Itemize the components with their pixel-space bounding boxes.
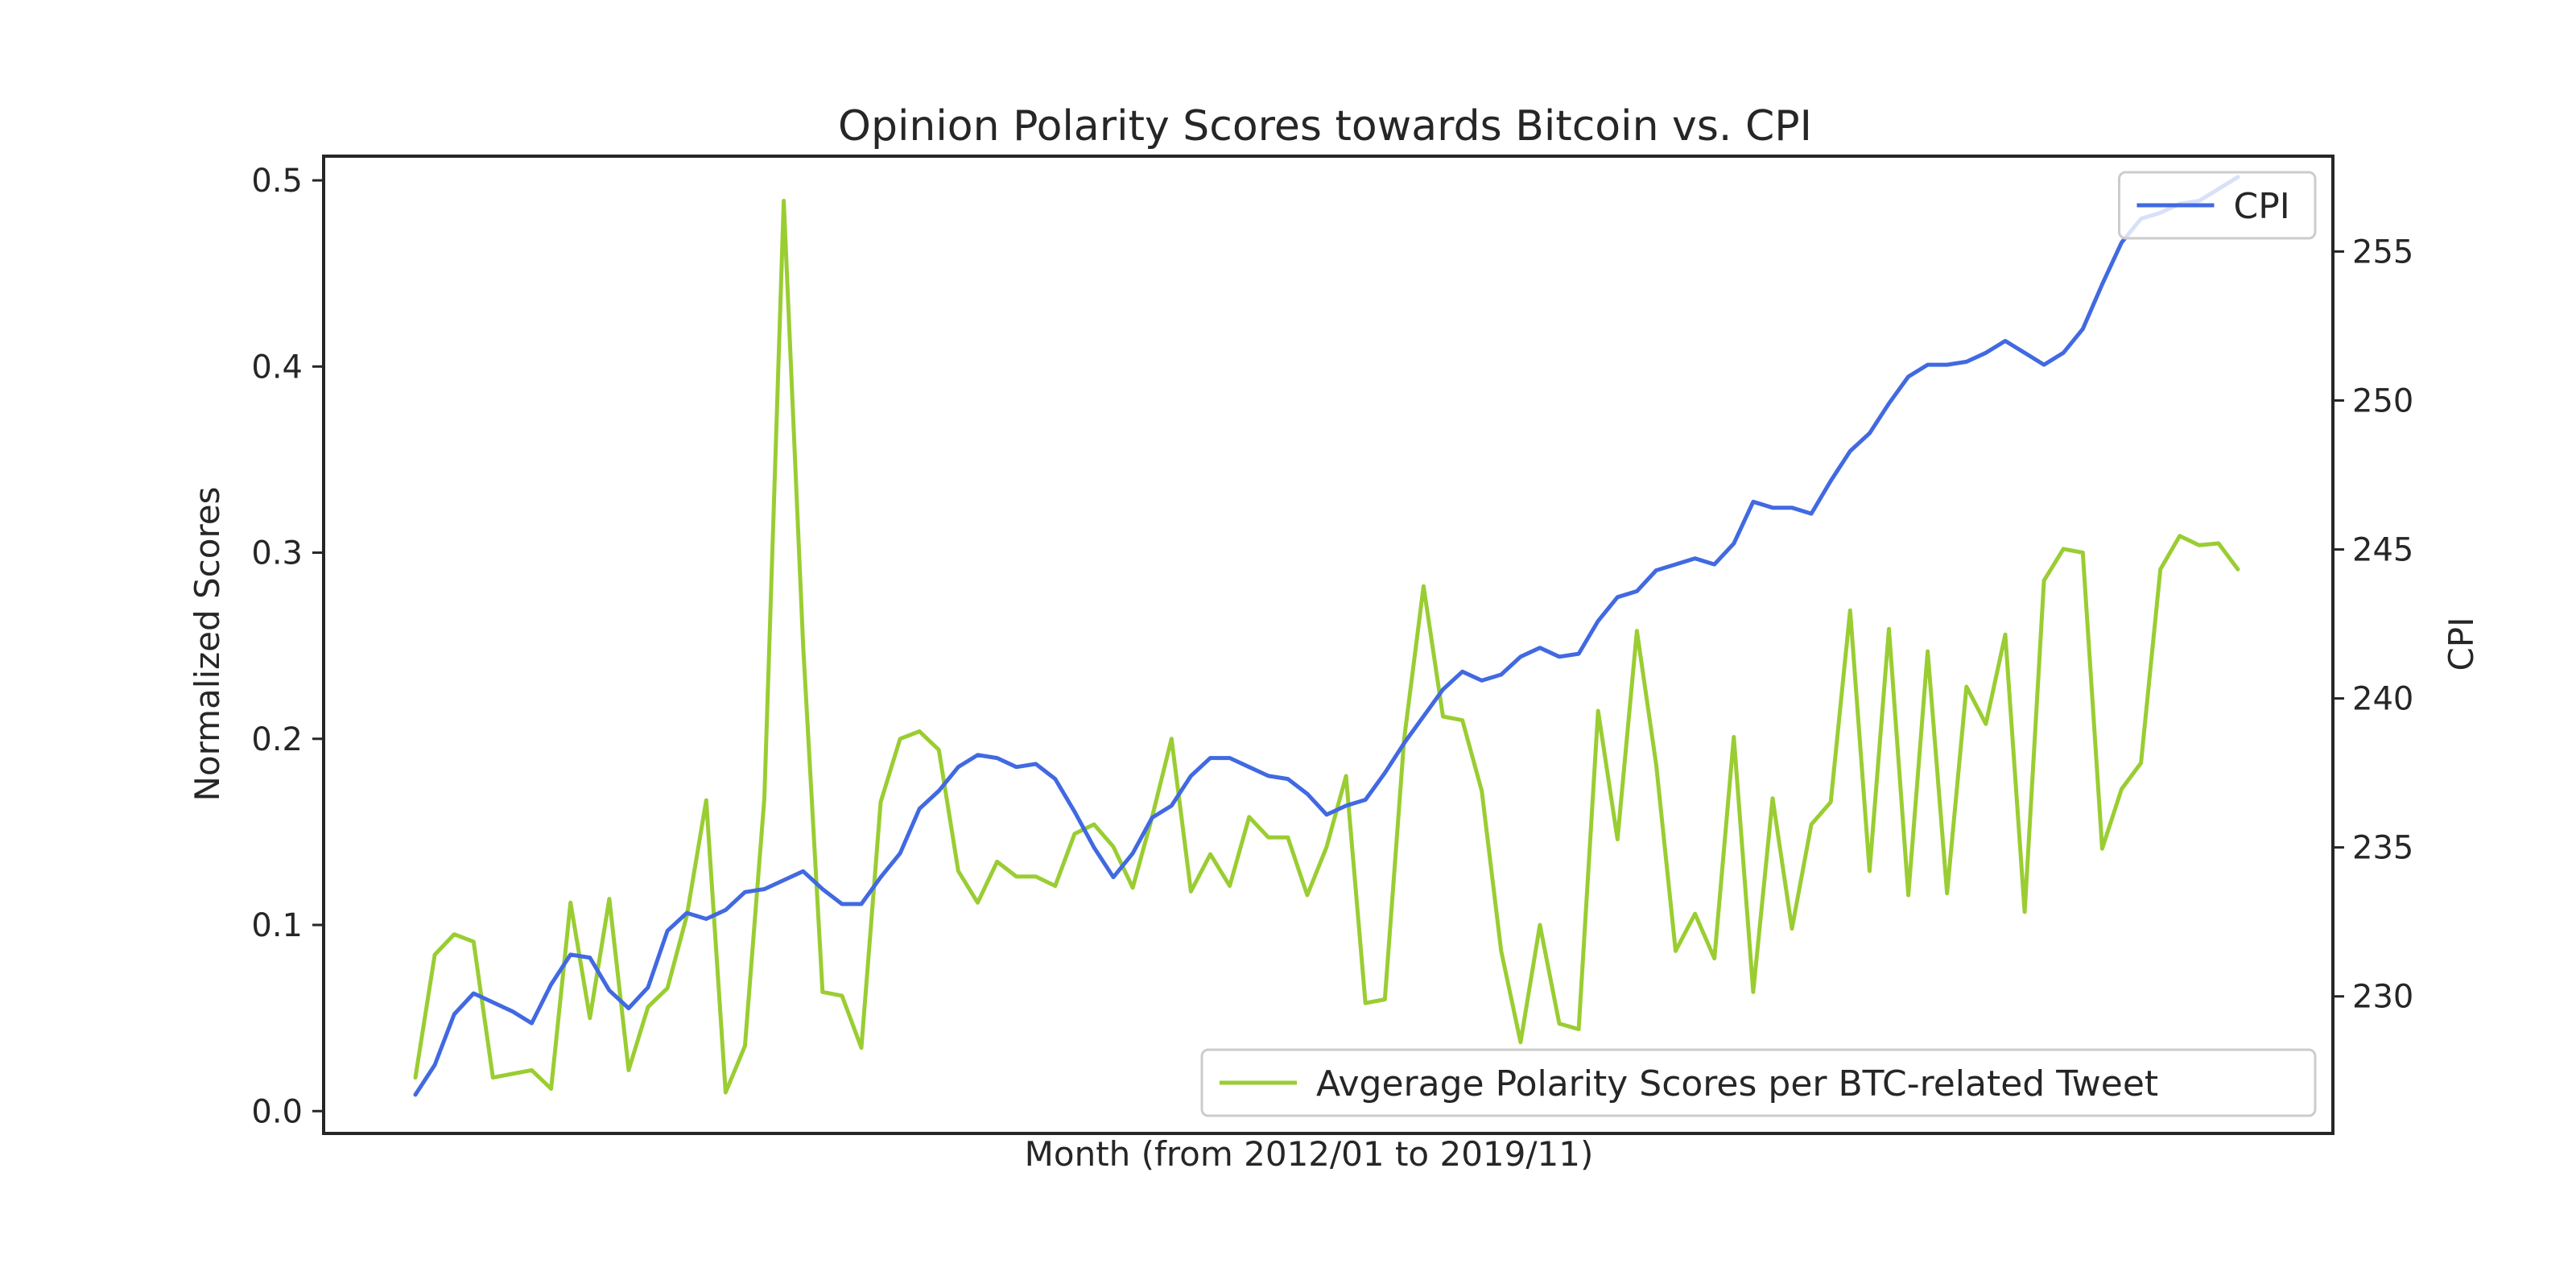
y-tick-label: 0.5 — [251, 163, 303, 200]
y-tick-label: 0.3 — [251, 535, 303, 572]
y2-tick-label: 255 — [2352, 233, 2413, 270]
y-tick-label: 0.0 — [251, 1093, 303, 1130]
cpi-line — [413, 175, 2240, 1097]
y2-tick-label: 230 — [2352, 979, 2413, 1016]
y2-axis-label: CPI — [2442, 617, 2481, 671]
y2-tick-label: 235 — [2352, 830, 2413, 867]
x-axis-label: Month (from 2012/01 to 2019/11) — [1025, 1134, 1594, 1174]
y-tick-label: 0.1 — [251, 907, 303, 944]
y-axis-label: Normalized Scores — [188, 486, 227, 801]
legend-box — [1200, 1048, 2317, 1117]
y2-tick-label: 245 — [2352, 532, 2413, 569]
y2-tick-label: 240 — [2352, 681, 2413, 718]
legend-label: CPI — [2234, 186, 2290, 227]
legend-cpi: CPI — [2118, 171, 2317, 240]
y-tick-label: 0.2 — [251, 721, 303, 758]
legend-box — [2118, 171, 2317, 240]
y-tick-label: 0.4 — [251, 349, 303, 386]
polarity-score-line — [413, 199, 2240, 1095]
plot-area-border — [322, 155, 2334, 1135]
legend-polarity: Avgerage Polarity Scores per BTC-related… — [1200, 1048, 2317, 1117]
y2-tick-label: 250 — [2352, 383, 2413, 420]
legend-label: Avgerage Polarity Scores per BTC-related… — [1316, 1063, 2158, 1104]
chart-title: Opinion Polarity Scores towards Bitcoin … — [838, 102, 1812, 151]
